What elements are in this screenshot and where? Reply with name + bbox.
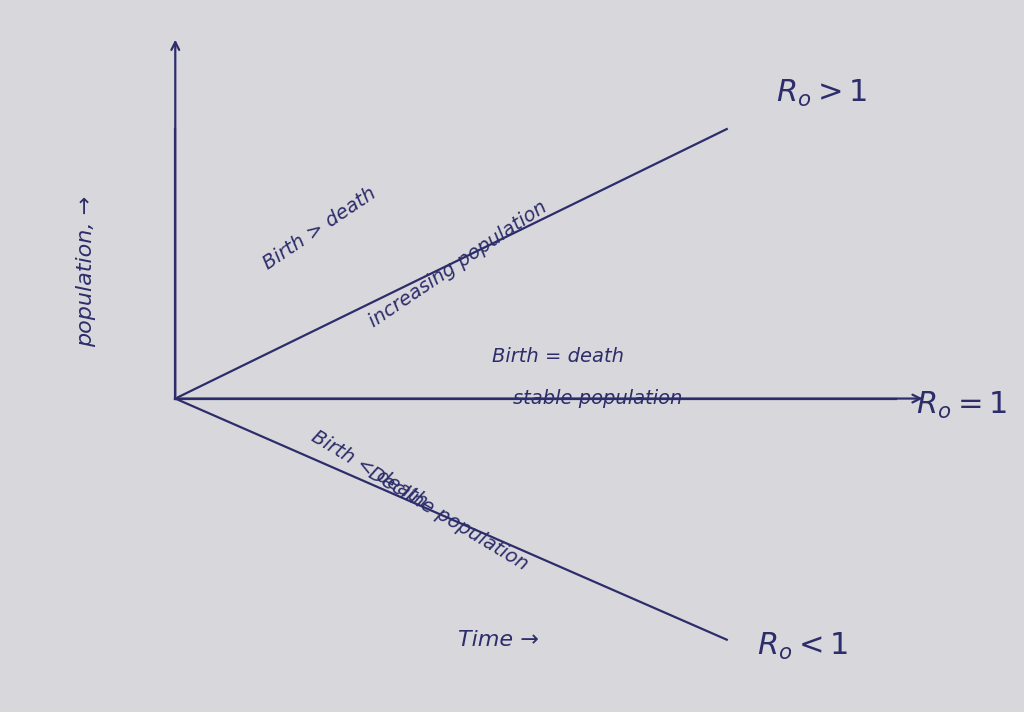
Text: increasing population: increasing population <box>366 197 551 330</box>
Text: Birth = death: Birth = death <box>492 347 624 365</box>
Text: $R_o = 1$: $R_o = 1$ <box>915 390 1007 422</box>
Text: Decline population: Decline population <box>366 464 531 575</box>
Text: Time →: Time → <box>458 629 539 649</box>
Text: Birth < death: Birth < death <box>307 427 430 512</box>
Text: $R_o > 1$: $R_o > 1$ <box>776 78 867 109</box>
Text: population, →: population, → <box>76 195 96 347</box>
Text: stable population: stable population <box>513 389 682 408</box>
Text: $R_o < 1$: $R_o < 1$ <box>757 632 848 662</box>
Text: Birth > death: Birth > death <box>259 184 379 273</box>
